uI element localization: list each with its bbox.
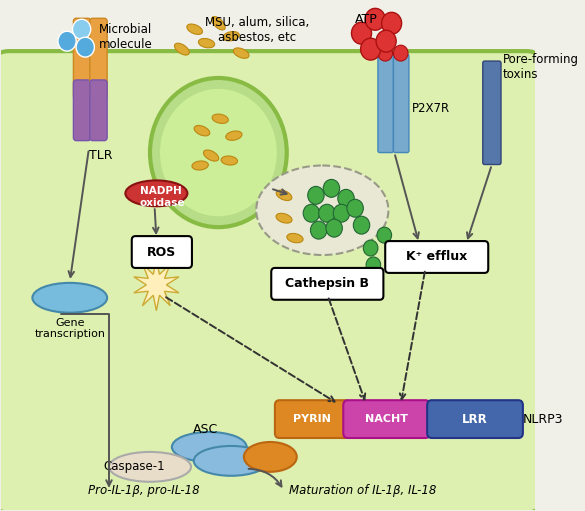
Text: Caspase-1: Caspase-1 xyxy=(104,460,165,473)
Text: PYRIN: PYRIN xyxy=(293,414,331,424)
Circle shape xyxy=(376,30,396,52)
FancyBboxPatch shape xyxy=(73,18,91,99)
Text: ROS: ROS xyxy=(147,245,177,259)
Text: NLRP3: NLRP3 xyxy=(523,412,563,426)
Text: Microbial
molecule: Microbial molecule xyxy=(99,24,153,51)
Text: LRR: LRR xyxy=(462,412,487,426)
Circle shape xyxy=(366,257,381,273)
Text: Maturation of IL-1β, IL-18: Maturation of IL-1β, IL-18 xyxy=(288,484,436,497)
Circle shape xyxy=(363,240,378,256)
Text: ASC: ASC xyxy=(193,423,218,436)
FancyBboxPatch shape xyxy=(309,413,511,422)
Ellipse shape xyxy=(212,16,225,30)
FancyBboxPatch shape xyxy=(427,400,523,438)
Circle shape xyxy=(308,187,324,204)
FancyBboxPatch shape xyxy=(385,241,488,273)
Circle shape xyxy=(352,22,371,44)
FancyBboxPatch shape xyxy=(132,236,192,268)
Text: K⁺ efflux: K⁺ efflux xyxy=(405,250,467,264)
Ellipse shape xyxy=(233,48,249,58)
Ellipse shape xyxy=(198,38,215,48)
FancyBboxPatch shape xyxy=(271,268,383,300)
Ellipse shape xyxy=(287,234,303,243)
Ellipse shape xyxy=(125,180,187,206)
Circle shape xyxy=(73,19,91,39)
Ellipse shape xyxy=(226,131,242,141)
Ellipse shape xyxy=(194,446,269,476)
Ellipse shape xyxy=(256,166,388,255)
Circle shape xyxy=(326,219,342,237)
Text: TLR: TLR xyxy=(89,149,112,161)
Polygon shape xyxy=(134,259,179,311)
Text: Pore-forming
toxins: Pore-forming toxins xyxy=(503,53,579,81)
Ellipse shape xyxy=(187,24,202,34)
Ellipse shape xyxy=(192,161,208,170)
Ellipse shape xyxy=(150,78,287,227)
FancyBboxPatch shape xyxy=(483,61,501,165)
Text: P2X7R: P2X7R xyxy=(412,102,450,115)
Ellipse shape xyxy=(204,150,219,161)
Ellipse shape xyxy=(276,213,292,223)
FancyBboxPatch shape xyxy=(90,18,107,99)
Text: NACHT: NACHT xyxy=(364,414,408,424)
Ellipse shape xyxy=(172,432,247,462)
FancyBboxPatch shape xyxy=(275,400,350,438)
Circle shape xyxy=(365,8,385,30)
FancyBboxPatch shape xyxy=(0,51,543,511)
Text: Gene
transcription: Gene transcription xyxy=(35,318,105,339)
Ellipse shape xyxy=(212,114,228,124)
Circle shape xyxy=(381,12,402,34)
Text: ATP: ATP xyxy=(355,13,378,27)
Text: NADPH
oxidase: NADPH oxidase xyxy=(140,187,185,208)
FancyBboxPatch shape xyxy=(73,80,91,141)
Text: MSU, alum, silica,
asbestos, etc: MSU, alum, silica, asbestos, etc xyxy=(205,16,309,44)
Ellipse shape xyxy=(276,190,292,200)
Ellipse shape xyxy=(194,126,210,136)
FancyBboxPatch shape xyxy=(90,80,107,141)
Ellipse shape xyxy=(221,156,238,165)
Circle shape xyxy=(360,38,381,60)
Circle shape xyxy=(319,204,335,222)
Circle shape xyxy=(394,45,408,61)
Circle shape xyxy=(76,37,94,57)
Circle shape xyxy=(353,216,370,234)
Ellipse shape xyxy=(32,283,107,313)
Circle shape xyxy=(333,204,350,222)
FancyBboxPatch shape xyxy=(378,54,394,153)
Circle shape xyxy=(347,199,363,217)
Ellipse shape xyxy=(223,32,239,41)
Circle shape xyxy=(377,227,391,243)
Text: Cathepsin B: Cathepsin B xyxy=(285,277,369,290)
FancyBboxPatch shape xyxy=(343,400,430,438)
Circle shape xyxy=(311,221,327,239)
Ellipse shape xyxy=(109,452,191,482)
Ellipse shape xyxy=(244,442,297,472)
Circle shape xyxy=(303,204,319,222)
Circle shape xyxy=(324,179,340,197)
Text: Pro-IL-1β, pro-IL-18: Pro-IL-1β, pro-IL-18 xyxy=(88,484,199,497)
FancyBboxPatch shape xyxy=(394,54,409,153)
Circle shape xyxy=(338,190,355,207)
Circle shape xyxy=(378,45,393,61)
Ellipse shape xyxy=(160,89,277,216)
Ellipse shape xyxy=(174,43,190,55)
Circle shape xyxy=(58,31,76,51)
